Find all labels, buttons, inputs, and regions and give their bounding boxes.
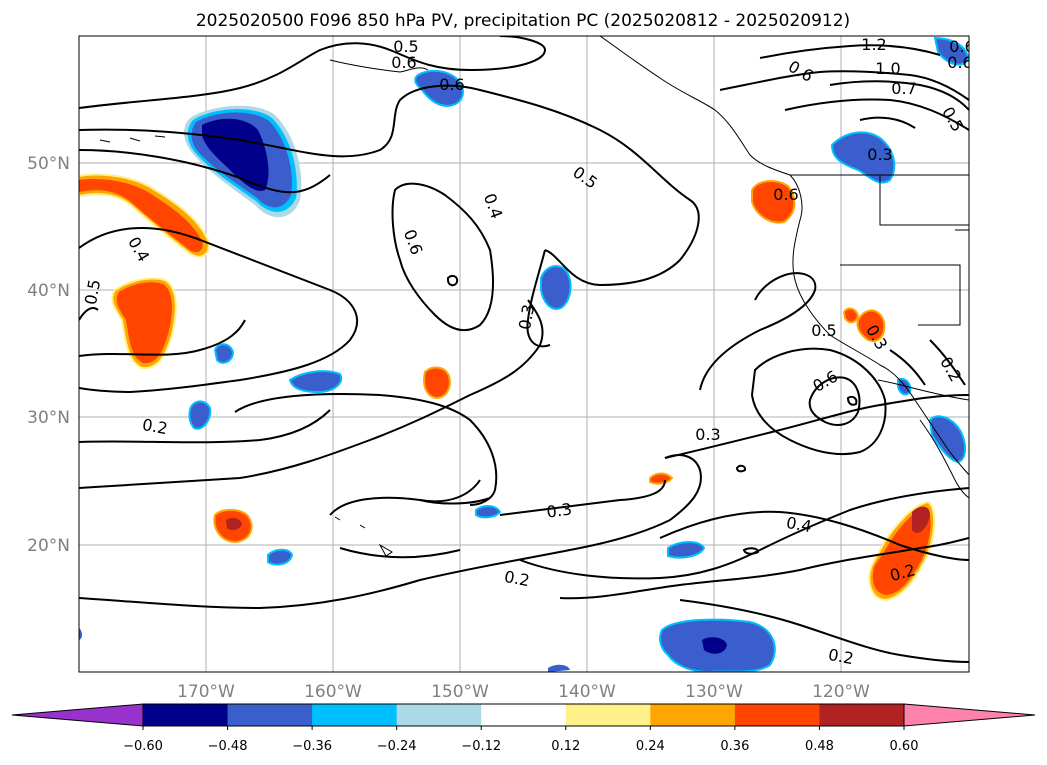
pv-contours <box>79 36 969 663</box>
colorbar-tick-label: 0.60 <box>890 739 919 754</box>
latitude-labels: 50°N 40°N 30°N 20°N <box>27 154 70 556</box>
map-panel: 0.5 0.6 1.2 1.0 0.7 0.5 0.6 0.6 0.5 0.4 … <box>78 35 974 673</box>
lat-label: 40°N <box>27 281 70 301</box>
colorbar-tick-label: 0.24 <box>636 739 665 754</box>
contour-label: 0.5 <box>81 278 104 306</box>
colorbar-segment <box>227 704 313 726</box>
contour-label: 0.2 <box>141 415 169 438</box>
contour-label: 0.6 <box>949 37 974 56</box>
colorbar-segment <box>396 704 482 726</box>
colorbar-segment <box>565 704 651 726</box>
colorbar-segment <box>734 704 820 726</box>
contour-label: 0.5 <box>811 321 836 340</box>
contour-label: 0.6 <box>773 185 798 204</box>
lat-label: 30°N <box>27 408 70 428</box>
lon-label: 140°W <box>558 682 616 702</box>
contour-label: 0.6 <box>391 53 416 72</box>
colorbar-tick-label: −0.36 <box>292 739 332 754</box>
lon-label: 170°W <box>177 682 235 702</box>
contour-label: 0.5 <box>393 37 418 56</box>
contour-label: 1.0 <box>875 59 900 78</box>
precip-blob-gulf-alaska <box>414 69 464 108</box>
colorbar-tick-label: 0.12 <box>551 739 580 754</box>
lon-label: 160°W <box>304 682 362 702</box>
contour-label: 0.7 <box>891 79 916 98</box>
colorbar: −0.60 −0.48 −0.36 −0.24 −0.12 0.12 0.24 0.36 0.4… <box>11 703 1036 754</box>
contour-label: 0.6 <box>947 53 972 72</box>
lon-label: 130°W <box>685 682 743 702</box>
lat-label: 20°N <box>27 536 70 556</box>
precip-positive-areas <box>79 173 936 602</box>
coastlines <box>99 36 969 557</box>
contour-label: 0.3 <box>545 499 573 521</box>
map-title: 2025020500 F096 850 hPa PV, precipitatio… <box>196 11 850 31</box>
colorbar-tick-label: −0.24 <box>377 739 417 754</box>
colorbar-tick-label: 0.48 <box>805 739 834 754</box>
contour-label: 0.2 <box>503 567 531 590</box>
contour-label: 0.4 <box>785 513 813 536</box>
colorbar-over-triangle <box>903 703 1036 727</box>
precip-blob-bc <box>830 131 896 184</box>
colorbar-tick-label: −0.48 <box>208 739 248 754</box>
colorbar-segment <box>143 704 229 726</box>
contour-label: 1.2 <box>861 35 886 54</box>
contour-label: 0.3 <box>695 425 720 444</box>
lon-label: 150°W <box>431 682 489 702</box>
contour-label: 0.3 <box>515 303 538 331</box>
colorbar-segment <box>481 704 567 726</box>
map-frame <box>78 35 970 673</box>
lat-label: 50°N <box>27 154 70 174</box>
precip-blob-central <box>540 265 572 310</box>
colorbar-tick-label: 0.36 <box>720 739 749 754</box>
colorbar-segment <box>819 704 905 726</box>
colorbar-segment <box>650 704 736 726</box>
precip-blob-oregon <box>751 180 796 224</box>
lon-label: 120°W <box>812 682 870 702</box>
colorbar-under-triangle <box>11 703 144 727</box>
contour-label: 0.6 <box>439 75 464 94</box>
colorbar-tick-label: −0.12 <box>461 739 501 754</box>
colorbar-segment <box>312 704 398 726</box>
contour-label: 0.3 <box>867 145 892 164</box>
longitude-labels: 170°W 160°W 150°W 140°W 130°W 120°W <box>177 682 870 702</box>
colorbar-tick-label: −0.60 <box>123 739 163 754</box>
contour-label: 0.2 <box>827 645 855 668</box>
